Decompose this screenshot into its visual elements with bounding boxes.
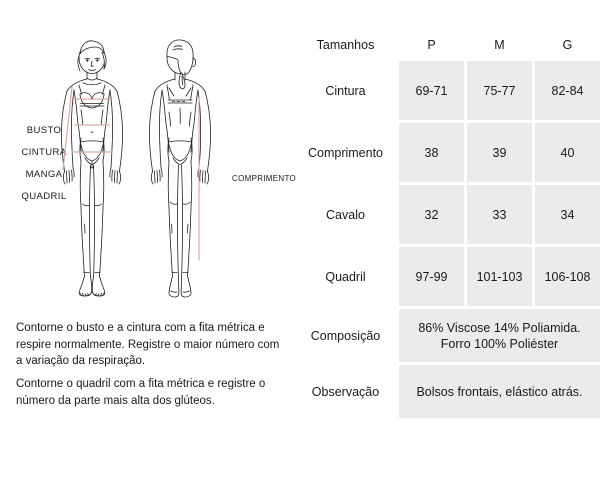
row-label-observacao: Observação xyxy=(311,384,380,399)
row-label-cavalo: Cavalo xyxy=(326,207,365,222)
row-label-quadril: Quadril xyxy=(325,269,366,284)
measurement-label-comprimento: COMPRIMENTO xyxy=(232,174,297,183)
measurement-label-manga: MANGA xyxy=(25,169,63,180)
measurement-label-busto: BUSTO xyxy=(26,125,62,136)
table-header-label: Tamanhos xyxy=(316,38,375,52)
table-row: Composição 86% Viscose 14% Poliamida. Fo… xyxy=(295,309,600,362)
cell-comprimento-m: 39 xyxy=(467,123,532,182)
size-column-header-g: G xyxy=(562,38,573,52)
size-chart-table: Tamanhos P M G Cintura 69-71 75-77 82-84… xyxy=(295,32,600,421)
cell-cavalo-p: 32 xyxy=(399,185,464,244)
row-label-cintura: Cintura xyxy=(325,83,366,98)
measurement-label-cintura: CINTURA xyxy=(21,147,67,158)
size-column-header-p: P xyxy=(427,38,436,52)
cell-cavalo-g: 34 xyxy=(535,185,600,244)
cell-cintura-p: 69-71 xyxy=(399,61,464,120)
table-row: Observação Bolsos frontais, elástico atr… xyxy=(295,365,600,418)
table-row: Quadril 97-99 101-103 106-108 xyxy=(295,247,600,306)
table-row: Cintura 69-71 75-77 82-84 xyxy=(295,61,600,120)
instruction-hip: Contorne o quadril com a fita métrica e … xyxy=(16,378,266,407)
table-row: Cavalo 32 33 34 xyxy=(295,185,600,244)
cell-composicao-value: 86% Viscose 14% Poliamida. Forro 100% Po… xyxy=(399,309,600,362)
table-header-row: Tamanhos P M G xyxy=(295,32,600,58)
cell-observacao-value: Bolsos frontais, elástico atrás. xyxy=(399,365,600,418)
instruction-bust-waist: Contorne o busto e a cintura com a fita … xyxy=(16,322,280,367)
body-figure-illustration xyxy=(52,28,242,313)
cell-cavalo-m: 33 xyxy=(467,185,532,244)
measurement-guide-lines xyxy=(62,86,200,261)
cell-quadril-g: 106-108 xyxy=(535,247,600,306)
front-view-figure xyxy=(61,40,123,297)
illustration-panel: BUSTO CINTURA MANGA QUADRIL COMPRIMENTO xyxy=(0,0,297,500)
row-label-comprimento: Comprimento xyxy=(307,145,384,160)
measurement-label-list: BUSTO CINTURA MANGA QUADRIL xyxy=(8,120,80,208)
cell-quadril-m: 101-103 xyxy=(467,247,532,306)
cell-comprimento-g: 40 xyxy=(535,123,600,182)
cell-comprimento-p: 38 xyxy=(399,123,464,182)
row-label-composicao: Composição xyxy=(310,328,381,343)
cell-quadril-p: 97-99 xyxy=(399,247,464,306)
back-view-figure xyxy=(149,39,211,298)
size-column-header-m: M xyxy=(494,38,505,52)
cell-cintura-g: 82-84 xyxy=(535,61,600,120)
cell-cintura-m: 75-77 xyxy=(467,61,532,120)
table-row: Comprimento 38 39 40 xyxy=(295,123,600,182)
measurement-label-quadril: QUADRIL xyxy=(21,191,67,202)
